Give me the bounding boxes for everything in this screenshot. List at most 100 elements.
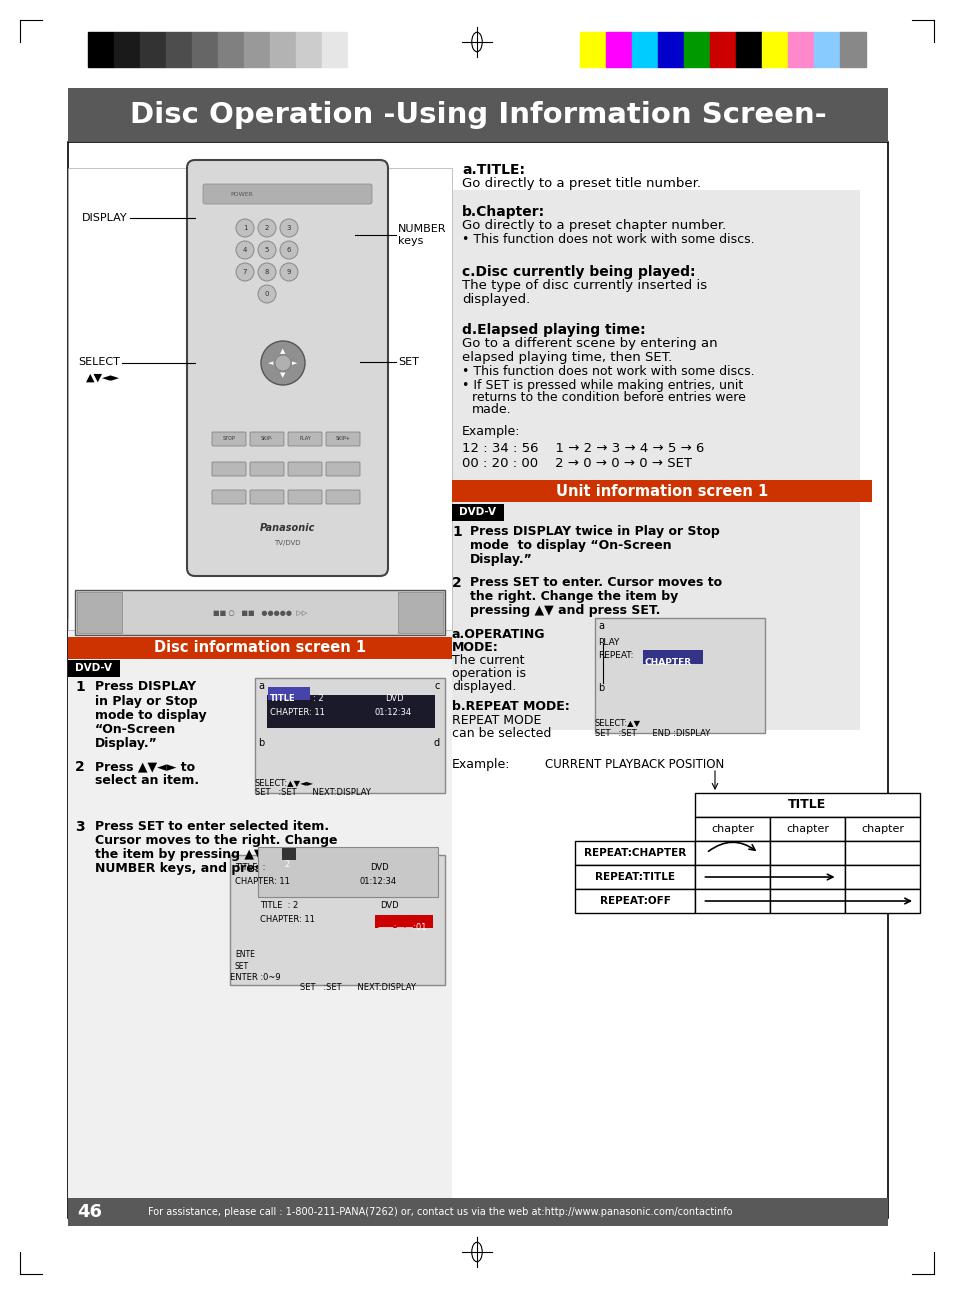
Bar	[695, 793, 919, 817]
Text: 2: 2	[75, 760, 85, 774]
Text: PLAY: PLAY	[598, 638, 618, 647]
Text: SELECT:▲▼: SELECT:▲▼	[595, 718, 640, 727]
Text: select an item.: select an item.	[95, 774, 199, 787]
Text: Cursor moves to the right. Change: Cursor moves to the right. Change	[95, 835, 337, 848]
Bar	[452, 503, 503, 521]
Text: returns to the condition before entries were: returns to the condition before entries …	[472, 391, 745, 404]
Text: For assistance, please call : 1-800-211-PANA(7262) or, contact us via the web at: For assistance, please call : 1-800-211-…	[148, 1207, 732, 1216]
Circle shape	[280, 263, 297, 281]
Bar	[452, 480, 871, 502]
Circle shape	[257, 219, 275, 237]
Text: Press DISPLAY twice in Play or Stop: Press DISPLAY twice in Play or Stop	[470, 525, 719, 538]
Text: DVD: DVD	[385, 694, 403, 703]
Text: ►: ►	[292, 360, 297, 366]
Text: The type of disc currently inserted is: The type of disc currently inserted is	[461, 280, 706, 292]
FancyBboxPatch shape	[326, 432, 359, 446]
Text: operation is: operation is	[452, 666, 525, 681]
Text: 0: 0	[265, 291, 269, 298]
Text: Disc Operation -Using Information Screen-: Disc Operation -Using Information Screen…	[130, 101, 825, 129]
Bar	[840, 32, 865, 67]
Text: SELECT: SELECT	[78, 357, 120, 367]
Bar	[575, 864, 695, 889]
Bar	[254, 678, 444, 793]
Text: 01:12:34: 01:12:34	[375, 708, 412, 717]
Text: the right. Change the item by: the right. Change the item by	[470, 590, 678, 603]
Text: ——:——:01: ——:——:01	[377, 923, 427, 932]
Circle shape	[257, 263, 275, 281]
Bar	[140, 32, 166, 67]
Circle shape	[257, 285, 275, 303]
Bar	[230, 855, 444, 985]
Text: SET: SET	[234, 961, 249, 970]
Text: CURRENT PLAYBACK POSITION: CURRENT PLAYBACK POSITION	[544, 758, 723, 771]
FancyBboxPatch shape	[203, 184, 372, 204]
Text: TV/DVD: TV/DVD	[274, 540, 300, 546]
Text: ENTE: ENTE	[234, 950, 254, 959]
Bar	[769, 889, 844, 914]
Bar	[844, 841, 919, 864]
Bar	[68, 168, 452, 630]
Text: b: b	[598, 683, 603, 694]
Text: made.: made.	[472, 402, 511, 415]
Bar	[595, 619, 764, 732]
Text: “On-Screen: “On-Screen	[95, 723, 176, 736]
Text: chapter: chapter	[710, 824, 753, 835]
Text: 2: 2	[284, 861, 289, 870]
Text: The current: The current	[452, 653, 524, 666]
Text: SET   :SET      NEXT:DISPLAY: SET :SET NEXT:DISPLAY	[254, 788, 371, 797]
Bar	[397, 591, 442, 633]
Circle shape	[280, 241, 297, 259]
Bar	[452, 190, 859, 730]
Text: DVD-V: DVD-V	[75, 663, 112, 673]
FancyBboxPatch shape	[212, 490, 246, 503]
Text: Press SET to enter. Cursor moves to: Press SET to enter. Cursor moves to	[470, 576, 721, 589]
Bar	[68, 660, 120, 677]
Text: DVD: DVD	[370, 863, 388, 872]
Text: TITLE  :: TITLE :	[234, 863, 265, 872]
Bar	[166, 32, 192, 67]
Bar	[579, 32, 605, 67]
Text: 2: 2	[265, 225, 269, 232]
Bar	[270, 32, 295, 67]
Text: REPEAT:: REPEAT:	[598, 651, 633, 660]
Text: : 2: : 2	[313, 694, 323, 703]
Bar	[267, 695, 435, 729]
FancyBboxPatch shape	[187, 160, 388, 576]
Text: can be selected: can be selected	[452, 727, 551, 740]
Text: Unit information screen 1: Unit information screen 1	[556, 484, 767, 498]
Bar	[268, 687, 310, 700]
Text: Go to a different scene by entering an: Go to a different scene by entering an	[461, 336, 717, 349]
Text: in Play or Stop: in Play or Stop	[95, 695, 197, 708]
Bar	[605, 32, 631, 67]
Text: c: c	[435, 681, 439, 691]
Text: 1: 1	[452, 525, 461, 540]
Text: MODE:: MODE:	[452, 641, 498, 653]
Text: pressing ▲▼ and press SET.: pressing ▲▼ and press SET.	[470, 604, 659, 617]
Bar	[68, 88, 887, 142]
Bar	[257, 848, 437, 897]
Text: Example:: Example:	[461, 424, 520, 437]
Text: d: d	[434, 738, 439, 748]
Text: Press ▲▼◄► to: Press ▲▼◄► to	[95, 760, 195, 773]
Bar	[575, 889, 695, 914]
Text: Press SET to enter selected item.: Press SET to enter selected item.	[95, 820, 329, 833]
Bar	[844, 864, 919, 889]
Text: chapter: chapter	[785, 824, 828, 835]
Bar	[244, 32, 270, 67]
Text: 9: 9	[287, 269, 291, 276]
FancyBboxPatch shape	[250, 462, 284, 476]
Text: SET: SET	[397, 357, 418, 367]
Text: 8: 8	[265, 269, 269, 276]
Text: a.OPERATING: a.OPERATING	[452, 628, 545, 641]
Text: • This function does not work with some discs.: • This function does not work with some …	[461, 365, 754, 378]
Bar	[192, 32, 218, 67]
Bar	[769, 864, 844, 889]
Bar	[735, 32, 761, 67]
FancyBboxPatch shape	[212, 432, 246, 446]
Text: Go directly to a preset title number.: Go directly to a preset title number.	[461, 177, 700, 190]
Text: DVD-V: DVD-V	[459, 507, 496, 518]
Text: NUMBER
keys: NUMBER keys	[397, 224, 446, 246]
Text: CHAPTER: CHAPTER	[644, 659, 691, 666]
Text: REPEAT MODE: REPEAT MODE	[452, 714, 540, 727]
Text: REPEAT:CHAPTER: REPEAT:CHAPTER	[583, 848, 685, 858]
